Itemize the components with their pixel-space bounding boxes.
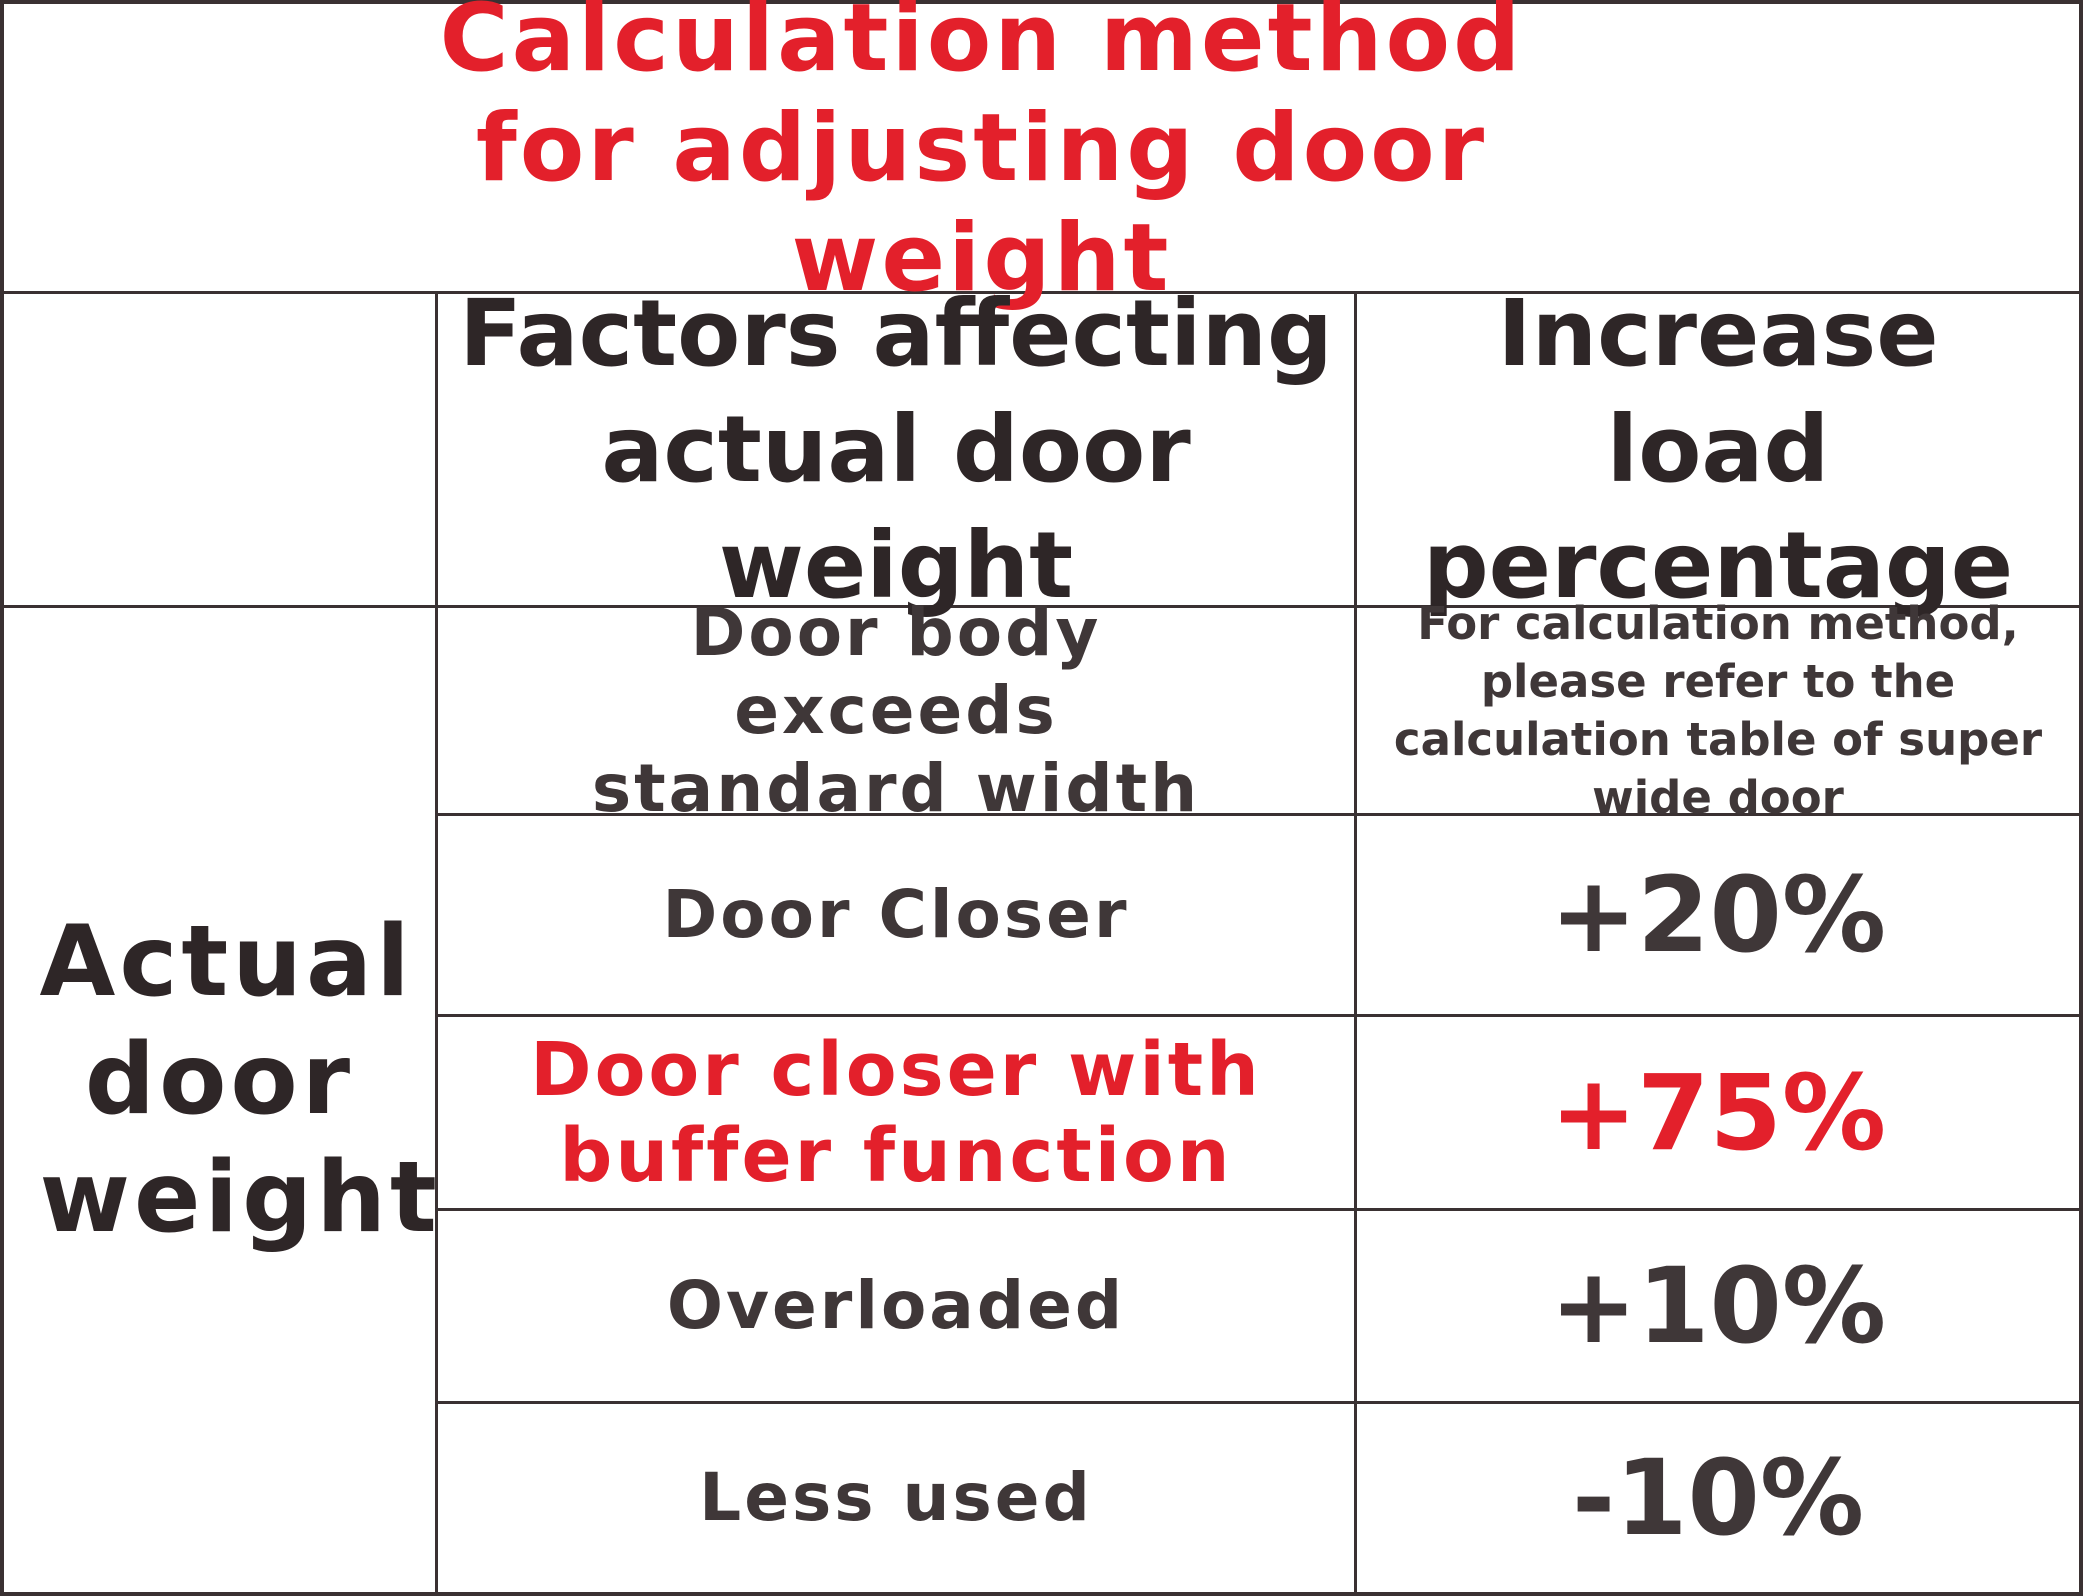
header-increase-cell: Increase load percentage — [1357, 280, 2079, 619]
row-3-increase-cell: +75% — [1357, 1017, 2079, 1208]
row-divider-3 — [436, 1208, 2079, 1211]
row-3-factor-cell: Door closer with buffer function — [438, 1017, 1354, 1208]
row-5-increase-cell: -10% — [1357, 1404, 2079, 1592]
row-4-factor-cell: Overloaded — [438, 1211, 1354, 1401]
row-2-increase-cell: +20% — [1357, 816, 2079, 1014]
row-1-increase-cell: For calculation method, please refer to … — [1357, 597, 2079, 824]
row-5-factor: Less used — [699, 1459, 1093, 1536]
header-divider — [4, 605, 2079, 608]
row-5-increase: -10% — [1571, 1437, 1865, 1559]
row-2-factor: Door Closer — [662, 876, 1130, 953]
side-label-cell: Actual door weight — [4, 608, 441, 1592]
row-1-increase: For calculation method, please refer to … — [1393, 596, 2043, 824]
row-2-factor-cell: Door Closer — [438, 816, 1354, 1014]
header-empty-cell — [4, 294, 435, 605]
row-1-factor-cell: Door body exceeds standard width — [438, 594, 1354, 827]
row-3-increase: +75% — [1549, 1051, 1887, 1174]
row-divider-1 — [436, 813, 2079, 816]
row-4-increase: +10% — [1549, 1245, 1887, 1367]
title-divider — [4, 291, 2079, 294]
row-1-factor: Door body exceeds standard width — [591, 593, 1201, 827]
row-divider-2 — [436, 1014, 2079, 1017]
column-divider-2 — [1354, 292, 1357, 1592]
table-title: Calculation method for adjusting door we… — [439, 0, 1524, 313]
row-4-increase-cell: +10% — [1357, 1211, 2079, 1401]
row-2-increase: +20% — [1549, 854, 1887, 976]
row-5-factor-cell: Less used — [438, 1404, 1354, 1592]
title-cell: Calculation method for adjusting door we… — [4, 0, 2079, 313]
header-factor: Factors affecting actual door weight — [459, 279, 1333, 619]
header-increase: Increase load percentage — [1422, 279, 2014, 619]
row-4-factor: Overloaded — [666, 1267, 1126, 1344]
header-factor-cell: Factors affecting actual door weight — [438, 280, 1354, 619]
side-label: Actual door weight — [39, 905, 441, 1255]
row-divider-4 — [436, 1401, 2079, 1404]
row-3-factor: Door closer with buffer function — [530, 1026, 1262, 1199]
column-divider-1 — [435, 292, 438, 1592]
